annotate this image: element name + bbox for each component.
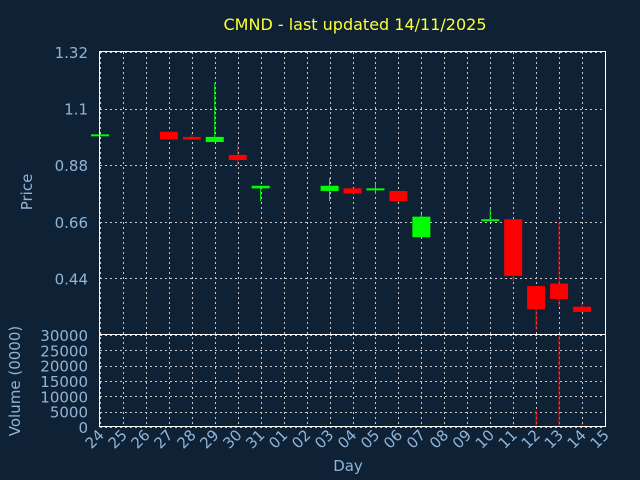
price-axis-label: Price xyxy=(18,174,36,211)
volume-tick-label: 0 xyxy=(78,419,88,437)
x-tick-labels: 2425262728293031010203040506070809101112… xyxy=(82,426,613,452)
x-axis-label: Day xyxy=(333,457,363,475)
candle-body-down xyxy=(182,136,201,140)
candle-body-down xyxy=(343,188,362,194)
volume-tick-label: 30000 xyxy=(40,327,88,345)
chart-title: CMND - last updated 14/11/2025 xyxy=(224,15,487,34)
price-tick-label: 0.44 xyxy=(55,270,88,288)
candle-body-up xyxy=(205,136,224,143)
candle-body-down xyxy=(550,283,569,299)
price-tick-label: 1.1 xyxy=(64,101,88,119)
volume-axis-label: Volume (0000) xyxy=(6,326,24,436)
candle-body-down xyxy=(228,154,247,161)
candle-body-down xyxy=(504,219,523,276)
candle-body-down xyxy=(389,190,408,202)
price-tick-label: 1.32 xyxy=(55,44,88,62)
price-tick-label: 0.88 xyxy=(55,157,88,175)
candle-body-up xyxy=(412,216,431,238)
candle-body-down xyxy=(159,131,178,140)
volume-plot-frame xyxy=(99,334,606,427)
volume-tick-label: 5000 xyxy=(50,404,88,422)
volume-tick-label: 25000 xyxy=(40,342,88,360)
candle-body-down xyxy=(527,286,546,310)
candle-body-up xyxy=(320,185,339,191)
x-tick-label: 15 xyxy=(587,426,613,452)
candle-body-up xyxy=(366,188,385,191)
volume-tick-label: 15000 xyxy=(40,373,88,391)
price-tick-label: 0.66 xyxy=(55,214,88,232)
candle-body-up xyxy=(481,219,500,222)
y-tick-labels: 1.32 1.1 0.88 0.66 0.44 300002500020000150001… xyxy=(40,44,88,437)
volume-tick-label: 20000 xyxy=(40,358,88,376)
grid xyxy=(100,52,606,428)
candle-body-down xyxy=(573,306,592,312)
candles xyxy=(91,82,592,330)
candle-body-up xyxy=(251,185,270,189)
volume-tick-label: 10000 xyxy=(40,388,88,406)
